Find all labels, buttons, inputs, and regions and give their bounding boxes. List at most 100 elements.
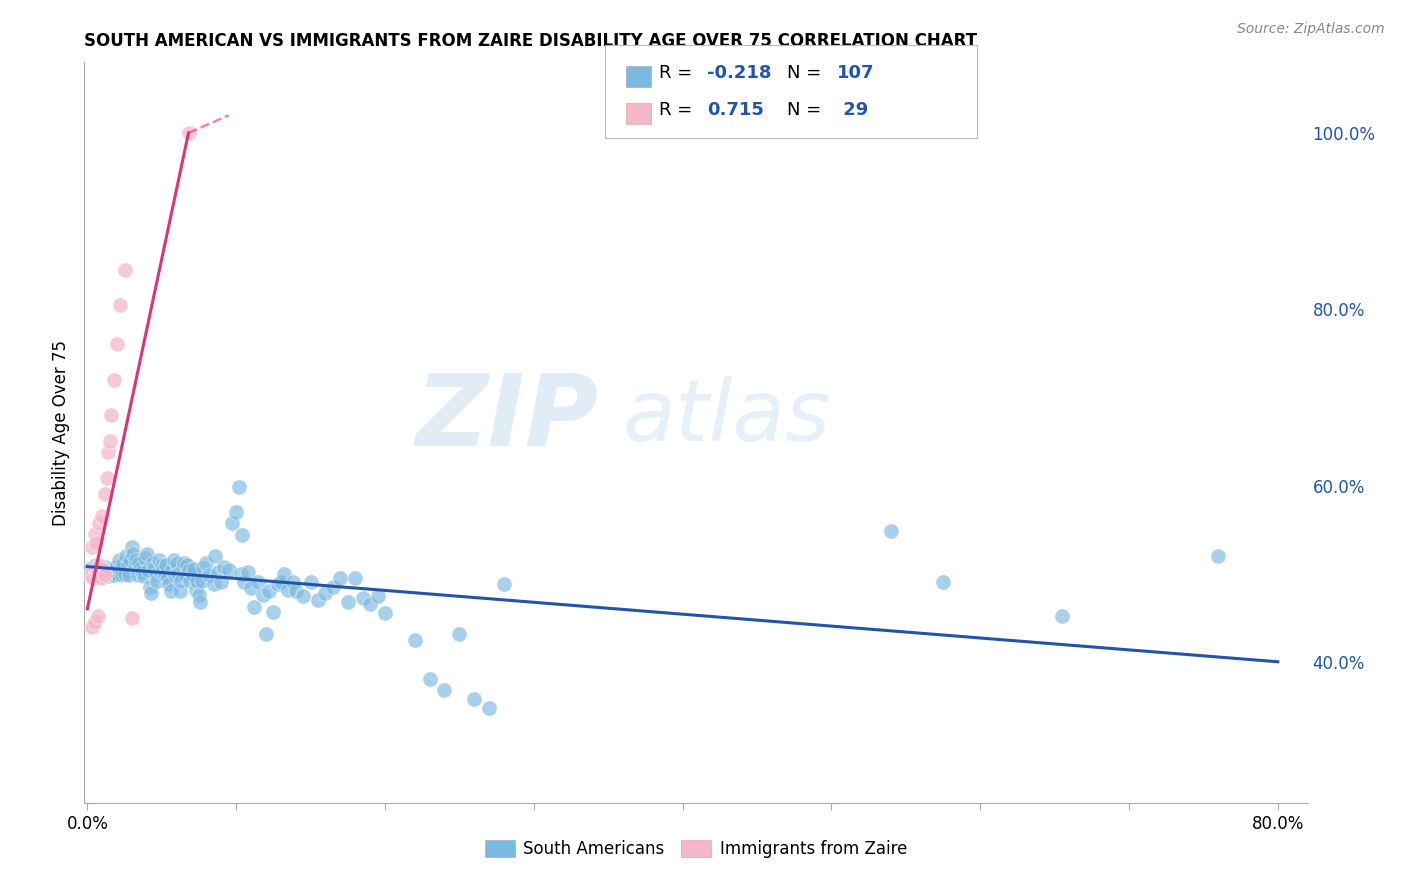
Point [193,561,215,575]
Point [191,574,214,588]
Text: 107: 107 [837,64,875,82]
Text: -0.218: -0.218 [707,64,772,82]
Point [176,558,198,572]
Point [228,480,250,494]
Text: N =: N = [787,101,827,119]
Point [167,566,190,581]
Point [243,600,266,615]
Point [138,563,160,577]
Point [419,673,441,687]
Point [94,487,117,501]
Point [83,615,105,629]
Point [108,298,131,312]
Point [153,568,176,582]
Point [218,563,240,577]
Point [122,547,145,561]
Point [174,568,197,582]
Point [292,589,315,603]
Point [97,445,120,459]
Point [121,610,143,624]
Point [77,566,100,581]
Point [463,691,485,706]
Point [367,589,389,603]
Y-axis label: Disability Age Over 75: Disability Age Over 75 [52,340,70,525]
Point [97,569,120,583]
Point [212,559,235,574]
Point [169,584,191,599]
Point [84,558,107,572]
Point [121,540,143,554]
Point [209,575,232,590]
Point [156,571,179,585]
Point [124,559,146,574]
Point [89,516,111,530]
Point [163,552,186,566]
Text: R =: R = [659,101,704,119]
Text: N =: N = [787,64,827,82]
Point [177,563,200,577]
Point [240,581,263,595]
Point [110,568,132,582]
Point [79,568,101,582]
Point [932,575,955,590]
Text: 29: 29 [837,101,868,119]
Point [221,516,243,530]
Point [284,584,307,599]
Text: Source: ZipAtlas.com: Source: ZipAtlas.com [1237,22,1385,37]
Point [127,568,149,582]
Point [96,471,118,485]
Text: atlas: atlas [623,376,831,459]
Point [80,540,103,554]
Point [359,597,381,611]
Point [135,547,157,561]
Point [172,561,194,575]
Point [157,577,180,591]
Point [100,408,122,422]
Point [84,568,107,582]
Point [273,566,295,581]
Point [314,586,336,600]
Point [141,586,163,600]
Point [84,536,107,550]
Point [173,556,195,570]
Point [177,126,200,140]
Point [492,577,515,591]
Point [82,571,104,585]
Point [89,558,111,572]
Point [449,626,471,640]
Point [267,577,290,591]
Point [166,556,188,570]
Point [231,528,253,542]
Point [187,588,209,602]
Point [87,568,110,582]
Point [344,571,367,585]
Point [80,619,103,633]
Point [108,562,131,576]
Point [112,556,135,570]
Point [277,582,299,597]
Point [80,565,103,579]
Point [150,558,173,572]
Point [204,549,226,563]
Point [198,568,221,582]
Point [128,556,150,570]
Point [105,566,128,581]
Point [183,562,205,576]
Point [186,574,208,588]
Text: 0.715: 0.715 [707,101,763,119]
Point [247,575,270,590]
Point [129,561,152,575]
Point [143,562,166,576]
Point [207,565,229,579]
Point [159,584,181,599]
Point [299,575,322,590]
Point [117,558,139,572]
Point [98,563,121,577]
Point [160,563,183,577]
Point [148,552,170,566]
Point [352,591,374,606]
Point [179,574,201,588]
Point [433,683,456,698]
Point [104,560,127,574]
Point [149,564,172,578]
